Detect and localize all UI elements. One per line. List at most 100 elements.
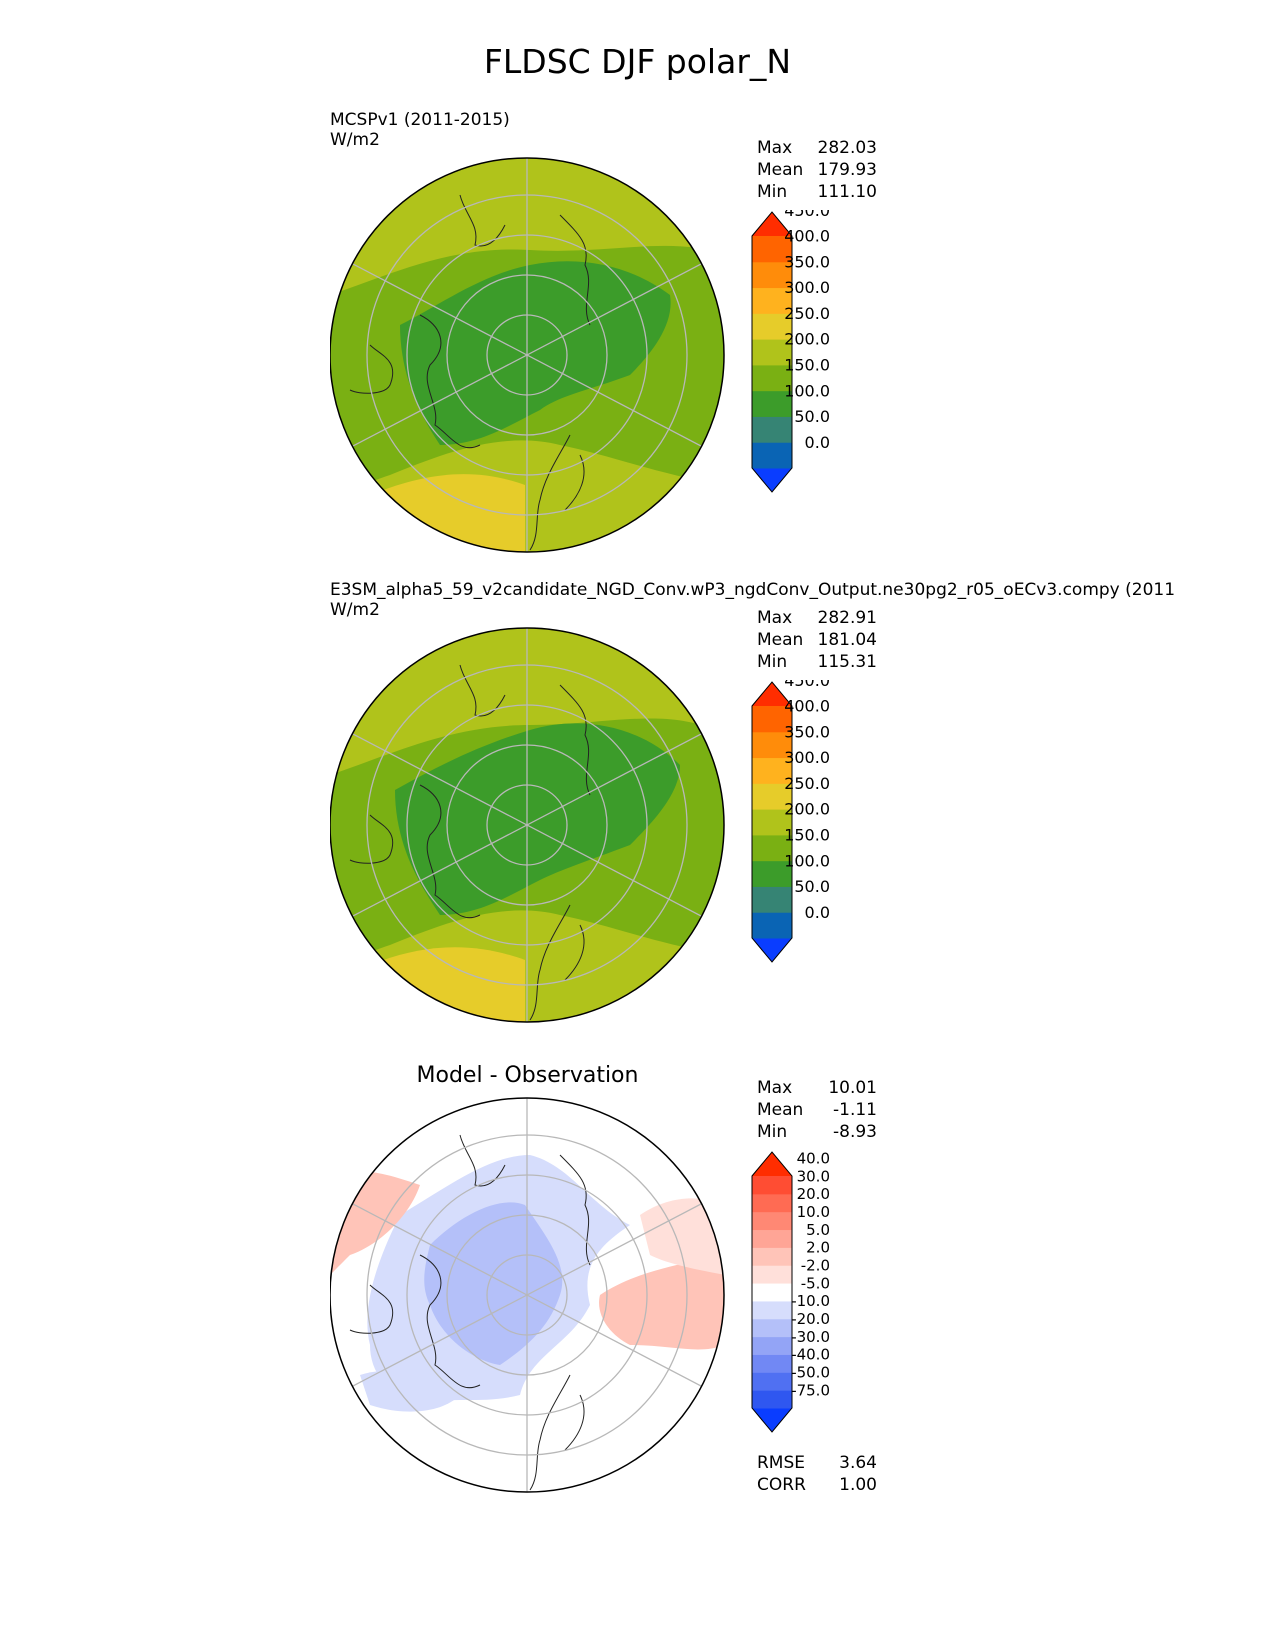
metric-value: 3.64 bbox=[839, 1453, 877, 1473]
colorbar-swatch bbox=[752, 287, 792, 314]
polar-map-ref bbox=[330, 627, 725, 1023]
colorbar-swatch bbox=[752, 912, 792, 939]
colorbar-tick-label: 2.0 bbox=[806, 1239, 830, 1257]
metric-label: CORR bbox=[757, 1475, 806, 1495]
coastlines bbox=[349, 194, 591, 551]
colorbar-swatch bbox=[752, 1318, 792, 1338]
colorbar-swatch bbox=[752, 834, 792, 862]
stat-label: Max bbox=[757, 138, 793, 158]
colorbar-tick-label: 250.0 bbox=[784, 774, 830, 793]
stat-value: 181.04 bbox=[817, 630, 877, 650]
colorbar-tick-label: 450.0 bbox=[784, 210, 830, 220]
colorbar-swatch bbox=[752, 1372, 792, 1391]
colorbar-tick-label: 300.0 bbox=[784, 278, 830, 297]
stat-label: Max bbox=[757, 608, 793, 628]
diff-region-pos-small bbox=[599, 1255, 724, 1350]
colorbar-swatch bbox=[752, 364, 792, 392]
colorbar-swatch bbox=[752, 390, 792, 417]
colorbar-tick-label: -30.0 bbox=[791, 1328, 830, 1346]
colorbar-swatch bbox=[752, 706, 792, 733]
metrics-box-diff: RMSE 3.64 CORR 1.00 bbox=[757, 1452, 877, 1496]
colorbar-extend-max bbox=[752, 1152, 792, 1176]
colorbar-tick-label: -5.0 bbox=[801, 1274, 830, 1292]
diff-region-pos-tiny bbox=[640, 1198, 724, 1275]
colorbar-swatch bbox=[752, 1336, 792, 1355]
colorbar-tick-label: 350.0 bbox=[784, 252, 830, 271]
colorbar-swatch bbox=[752, 757, 792, 784]
colorbar-swatch bbox=[752, 261, 792, 289]
colorbar-tick-label: 30.0 bbox=[797, 1167, 830, 1185]
stat-value: 115.31 bbox=[817, 652, 877, 672]
colorbar-swatch bbox=[752, 442, 792, 469]
colorbar-swatch bbox=[752, 1211, 792, 1231]
figure-title: FLDSC DJF polar_N bbox=[483, 42, 792, 81]
colorbar-tick-label: -75.0 bbox=[791, 1381, 830, 1399]
map-boundary bbox=[330, 627, 725, 1023]
colorbar-tick-label: 450.0 bbox=[784, 680, 830, 690]
metric-value: 1.00 bbox=[839, 1475, 877, 1495]
colorbar-tick-label: 200.0 bbox=[784, 330, 830, 349]
colorbar-swatch bbox=[752, 313, 792, 340]
colorbar-tick-label: 0.0 bbox=[805, 433, 830, 452]
stat-label: Min bbox=[757, 1122, 788, 1142]
stat-value: 111.10 bbox=[817, 182, 877, 202]
colorbar-ref: 0.0 50.0 100.0 150.0 200.0 250.0 300.0 350.0 400… bbox=[751, 680, 830, 963]
colorbar-swatch bbox=[752, 860, 792, 887]
colorbar-swatch bbox=[752, 783, 792, 810]
colorbar-swatch bbox=[752, 1265, 792, 1284]
map-boundary bbox=[330, 157, 725, 553]
colorbar-tick-label: 0.0 bbox=[805, 903, 830, 922]
colorbar-tick-label: -50.0 bbox=[791, 1364, 830, 1382]
colorbar-swatch bbox=[752, 1354, 792, 1373]
polar-map-test bbox=[330, 157, 725, 553]
colorbar-tick-label: 150.0 bbox=[784, 355, 830, 374]
stat-label: Mean bbox=[757, 630, 804, 650]
colorbar-tick-label: 100.0 bbox=[784, 851, 830, 870]
coastlines bbox=[349, 664, 591, 1021]
graticule bbox=[330, 158, 724, 552]
colorbar-tick-label: -10.0 bbox=[791, 1292, 830, 1310]
colorbar-tick-label: 350.0 bbox=[784, 722, 830, 741]
colorbar-swatch bbox=[752, 731, 792, 759]
stat-value: -8.93 bbox=[833, 1122, 877, 1142]
colorbar-tick-label: -40.0 bbox=[791, 1346, 830, 1364]
stat-label: Mean bbox=[757, 160, 804, 180]
stat-value: 10.01 bbox=[828, 1078, 877, 1098]
colorbar-tick-label: 50.0 bbox=[794, 877, 830, 896]
colorbar-swatch bbox=[752, 1176, 792, 1195]
stat-label: Mean bbox=[757, 1100, 804, 1120]
polar-map-diff bbox=[330, 1097, 725, 1493]
colorbar-outline bbox=[751, 211, 793, 493]
stat-label: Max bbox=[757, 1078, 793, 1098]
colorbar-swatch bbox=[752, 1229, 792, 1248]
stat-value: 179.93 bbox=[817, 160, 877, 180]
diff-region-neg-small bbox=[360, 1371, 460, 1412]
colorbar-swatch bbox=[752, 809, 792, 836]
stats-box-ref: Max 282.91 Mean 181.04 Min 115.31 bbox=[757, 607, 877, 673]
colorbar-tick-label: 200.0 bbox=[784, 800, 830, 819]
stat-label: Min bbox=[757, 182, 788, 202]
graticule bbox=[330, 1098, 724, 1492]
stat-value: 282.03 bbox=[817, 138, 877, 158]
colorbar-tick-label: 250.0 bbox=[784, 304, 830, 323]
colorbar-tick-label: 40.0 bbox=[797, 1150, 830, 1167]
colorbar-tick-label: 150.0 bbox=[784, 825, 830, 844]
colorbar-outline bbox=[751, 681, 793, 963]
colorbar-swatch bbox=[752, 886, 792, 913]
stats-box-test: Max 282.03 Mean 179.93 Min 111.10 bbox=[757, 137, 877, 203]
field-band-100-150 bbox=[400, 261, 671, 445]
colorbar-tick-label: 20.0 bbox=[797, 1185, 830, 1203]
metric-label: RMSE bbox=[757, 1453, 806, 1473]
colorbar-swatch bbox=[752, 1283, 792, 1302]
colorbar-tick-label: 400.0 bbox=[784, 227, 830, 246]
colorbar-tick-label: 100.0 bbox=[784, 381, 830, 400]
map-boundary bbox=[330, 1097, 725, 1493]
diff-region-neg-medium bbox=[424, 1202, 563, 1365]
panel-title-ref: E3SM_alpha5_59_v2candidate_NGD_Conv.wP3_… bbox=[330, 580, 1176, 600]
colorbar-tick-label: -2.0 bbox=[801, 1256, 830, 1274]
colorbar-extend-max bbox=[752, 212, 792, 236]
graticule bbox=[330, 628, 724, 1022]
colorbar-tick-label: 10.0 bbox=[797, 1203, 830, 1221]
colorbar-swatch bbox=[752, 339, 792, 366]
colorbar-tick-label: -20.0 bbox=[791, 1310, 830, 1328]
